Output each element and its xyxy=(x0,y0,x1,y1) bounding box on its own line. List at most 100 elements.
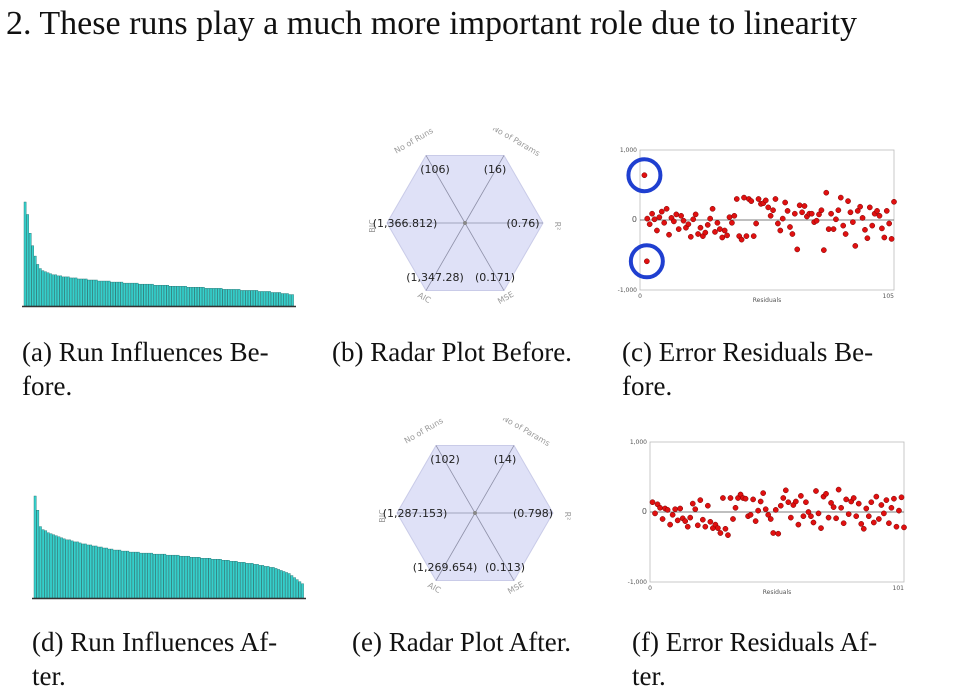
data-point xyxy=(659,516,666,522)
bar xyxy=(268,291,271,307)
data-point xyxy=(798,493,804,499)
bar xyxy=(166,284,169,307)
data-point xyxy=(755,507,761,514)
data-point xyxy=(770,530,777,536)
bar xyxy=(278,292,282,307)
bar xyxy=(129,551,132,599)
bar xyxy=(70,540,74,599)
y-tick-label: -1,000 xyxy=(618,287,638,294)
outlier-highlight-circle xyxy=(628,243,665,280)
radar-spoke xyxy=(464,155,505,224)
bar xyxy=(219,559,222,599)
bar xyxy=(44,530,48,599)
data-point xyxy=(858,521,865,527)
caption-b: (b) Radar Plot Before. xyxy=(332,337,572,367)
bar xyxy=(39,526,42,599)
bar xyxy=(152,553,156,599)
data-point xyxy=(794,246,801,253)
bar xyxy=(266,566,270,599)
bar xyxy=(217,288,220,307)
data-point xyxy=(777,227,784,234)
x-tick-label: 0 xyxy=(648,585,652,592)
bar xyxy=(49,273,52,307)
data-point xyxy=(765,511,772,518)
data-point xyxy=(866,204,873,211)
bar xyxy=(78,542,82,599)
data-point xyxy=(863,505,870,512)
data-point xyxy=(649,499,656,506)
bar xyxy=(287,573,291,599)
outlier-point xyxy=(643,258,650,265)
bar xyxy=(59,275,63,307)
data-point xyxy=(782,487,789,494)
caption-d: (d) Run Influences Af-ter. xyxy=(32,627,278,691)
bar xyxy=(153,284,157,307)
bar xyxy=(260,291,264,307)
bar xyxy=(105,280,108,307)
data-point xyxy=(765,204,772,211)
bar xyxy=(99,546,103,599)
bar xyxy=(92,545,95,599)
data-point xyxy=(782,199,788,206)
radar-value-label: (1,269.654) xyxy=(413,561,478,574)
bar xyxy=(237,562,241,599)
bar xyxy=(232,289,236,307)
bar xyxy=(253,564,257,599)
radar-value-label: (106) xyxy=(420,163,450,176)
bar xyxy=(253,290,256,307)
bar xyxy=(86,544,90,599)
bar xyxy=(84,278,88,307)
data-point xyxy=(860,525,867,532)
data-point xyxy=(722,525,729,532)
data-point xyxy=(687,514,694,521)
radar-plot-after: No of Runs No of Params R² MSE AIC BIC (102) (1… xyxy=(378,418,572,596)
bar xyxy=(225,289,228,307)
data-point xyxy=(835,486,842,493)
bar xyxy=(33,255,37,307)
data-point xyxy=(830,504,837,510)
data-point xyxy=(664,507,671,513)
bar xyxy=(74,277,78,307)
bar xyxy=(102,280,106,307)
data-point xyxy=(738,236,745,243)
data-point xyxy=(762,197,769,204)
data-point xyxy=(656,214,663,221)
bar xyxy=(181,286,185,307)
bar xyxy=(158,553,161,599)
data-point xyxy=(833,515,839,522)
data-point xyxy=(854,208,861,214)
data-point xyxy=(881,510,887,517)
bar xyxy=(245,290,248,307)
radar-value-label: (0.76) xyxy=(506,217,539,230)
outlier-highlight-circle xyxy=(626,157,663,194)
bar xyxy=(147,552,151,599)
radar-value-label: (1,287.153) xyxy=(383,507,448,520)
bar xyxy=(224,560,228,599)
data-point xyxy=(840,222,847,229)
data-point xyxy=(868,499,875,506)
data-point xyxy=(883,497,890,503)
bar xyxy=(261,565,265,599)
data-point xyxy=(712,229,718,235)
data-point xyxy=(678,212,684,219)
data-point xyxy=(695,231,701,237)
data-point xyxy=(704,222,711,228)
data-point xyxy=(865,513,872,520)
data-point xyxy=(864,235,871,242)
data-point xyxy=(675,226,682,232)
radar-center xyxy=(463,221,467,225)
data-point xyxy=(707,518,714,525)
run-influences-before-chart xyxy=(22,201,296,308)
bar xyxy=(79,278,83,307)
bar xyxy=(182,555,185,599)
outlier-point xyxy=(641,172,648,179)
bar xyxy=(229,561,233,599)
bar xyxy=(23,201,27,307)
bar xyxy=(240,290,243,307)
bar xyxy=(82,278,85,307)
data-point xyxy=(845,198,851,204)
data-point xyxy=(673,211,680,218)
bar xyxy=(288,294,292,307)
bar xyxy=(41,270,45,307)
spoke-label: No of Runs xyxy=(393,128,435,156)
